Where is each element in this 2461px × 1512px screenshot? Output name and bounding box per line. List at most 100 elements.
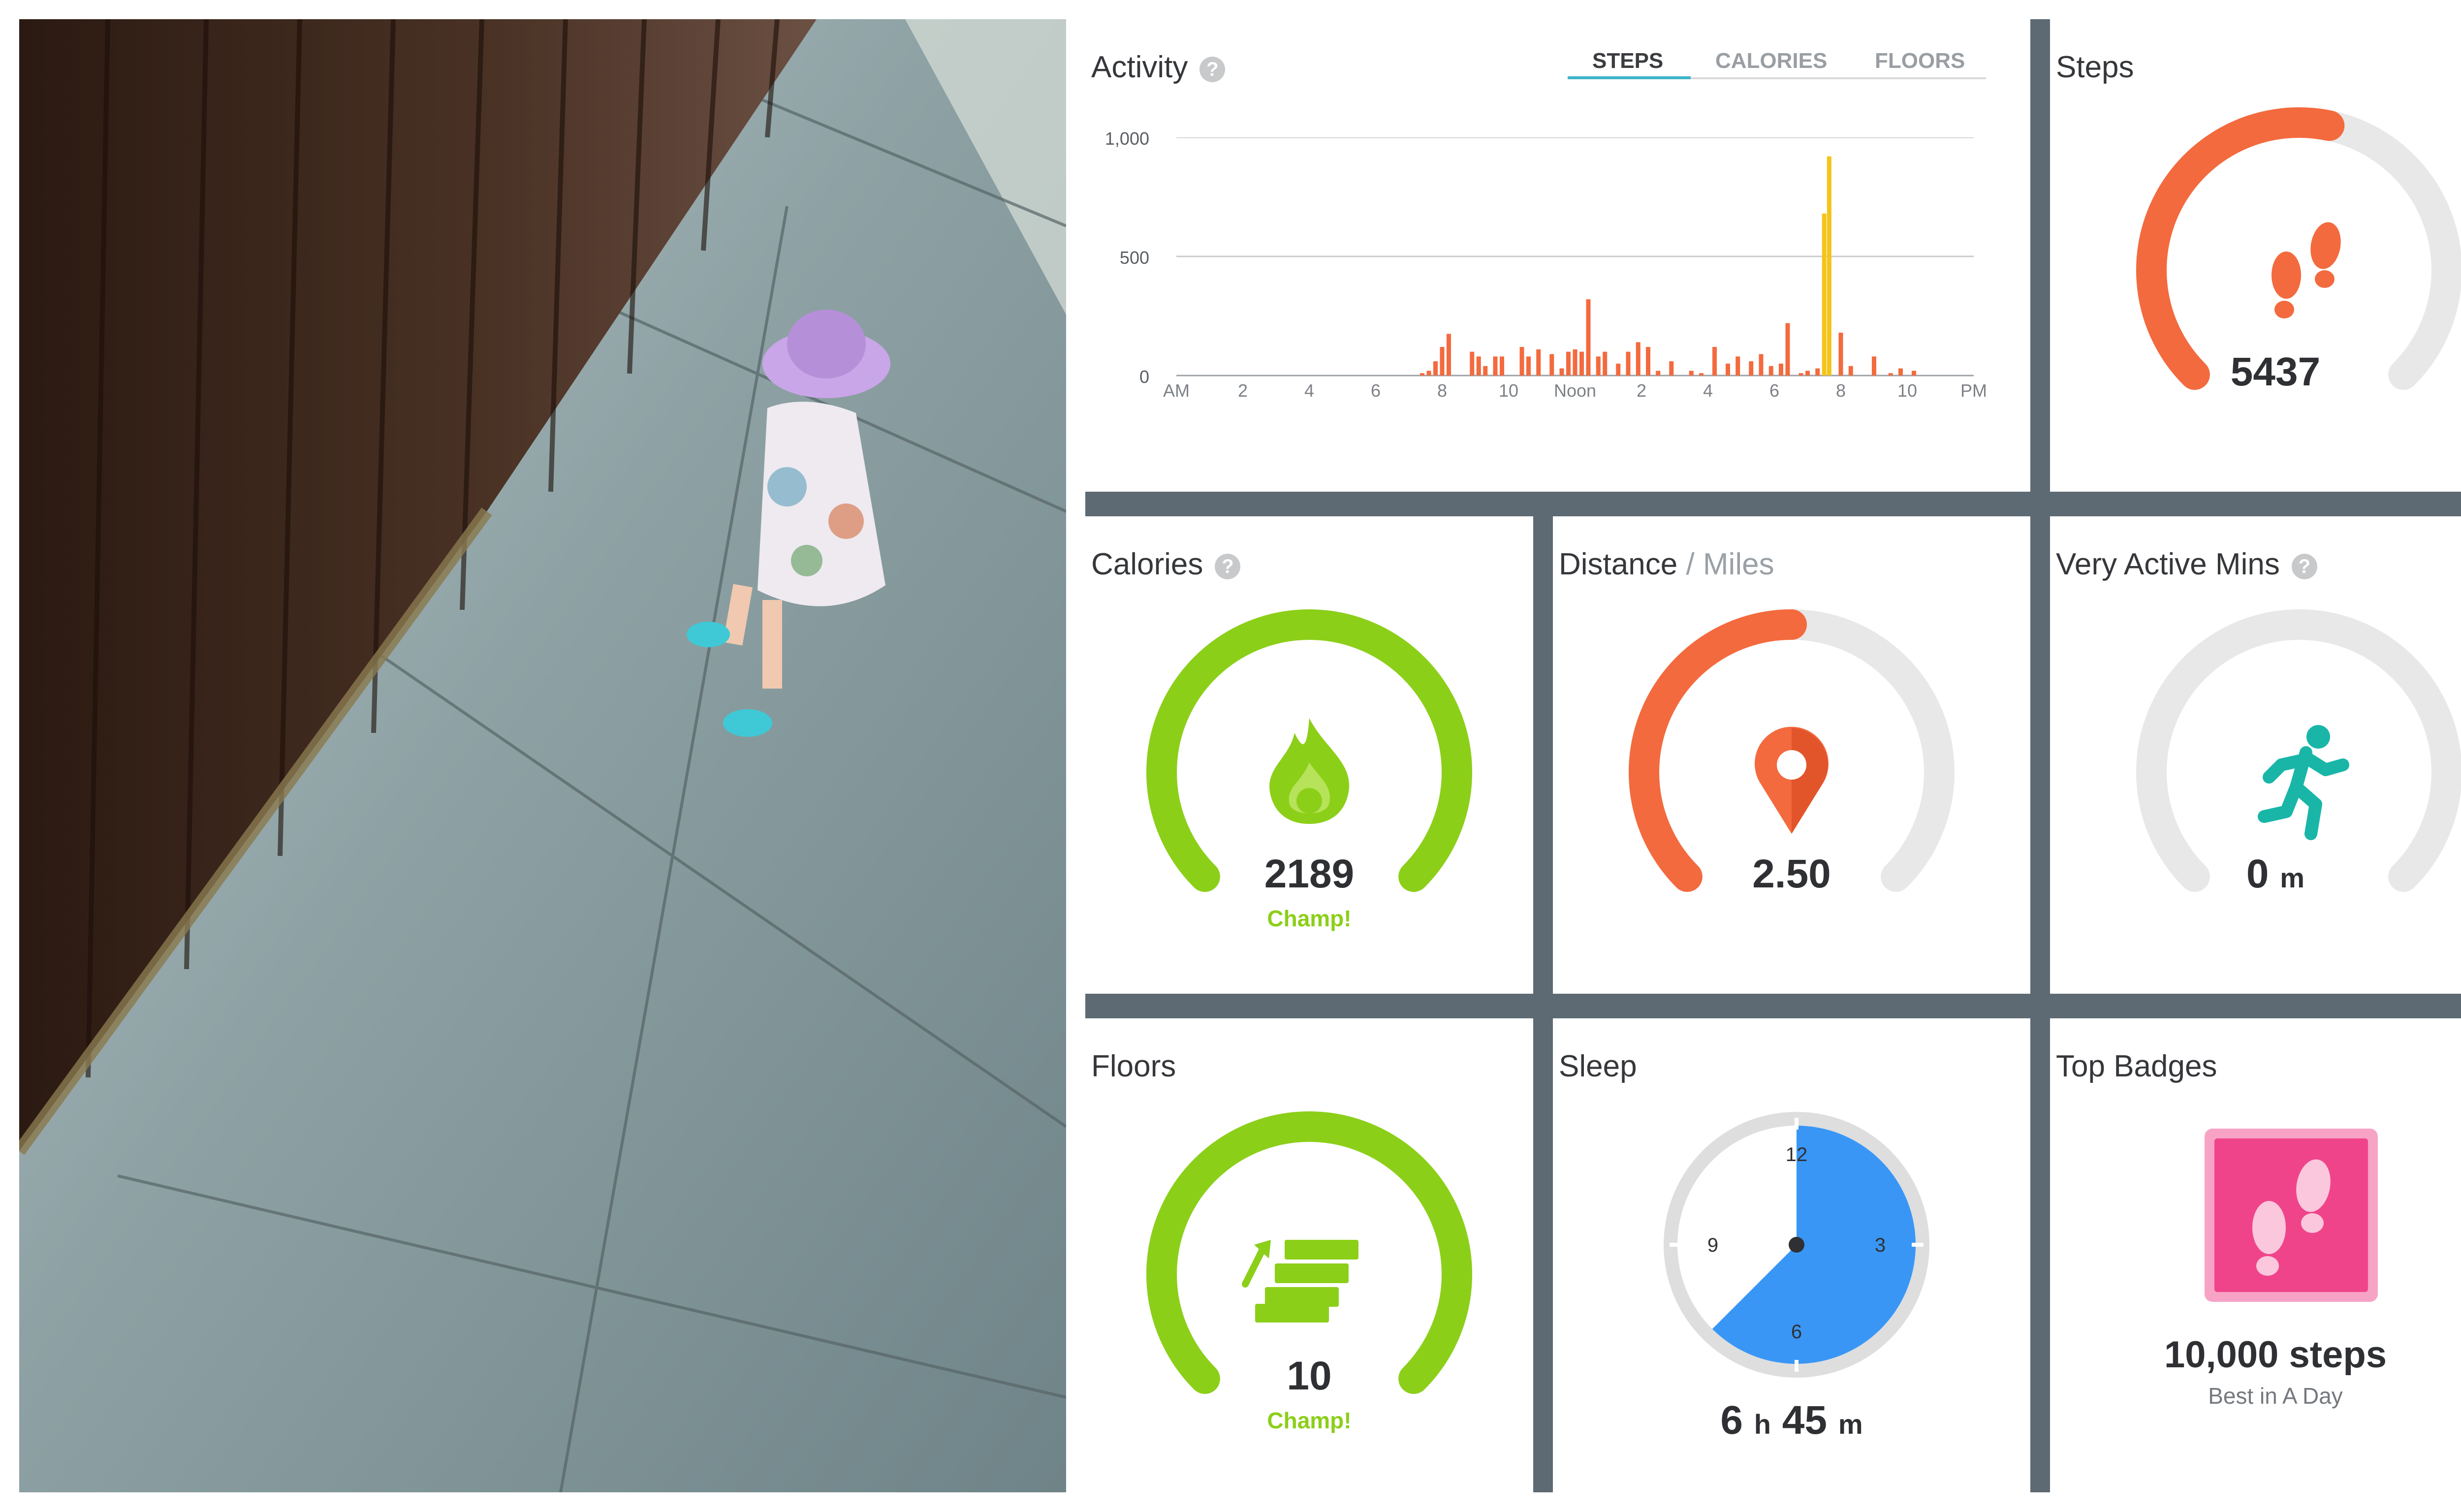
x-tick-label: 6 bbox=[1769, 380, 1780, 401]
activity-bar bbox=[1898, 368, 1903, 376]
activity-bar bbox=[1476, 356, 1481, 376]
y-tick-0: 0 bbox=[1139, 367, 1149, 387]
sleep-clock: 12 3 6 9 bbox=[1664, 1112, 1929, 1378]
x-tick-label: 2 bbox=[1237, 380, 1248, 401]
calories-tile[interactable]: Calories? 2189 Champ! bbox=[1085, 516, 1533, 994]
distance-title-text: Distance bbox=[1559, 547, 1678, 581]
x-tick-label: PM bbox=[1960, 380, 1987, 401]
activity-bar bbox=[1712, 346, 1717, 376]
gauge-progress bbox=[1146, 1111, 1472, 1394]
activity-bar bbox=[1759, 354, 1764, 376]
sleep-hours: 6 bbox=[1720, 1398, 1743, 1443]
activity-bar bbox=[1549, 354, 1554, 376]
activity-bar bbox=[1447, 334, 1451, 376]
dial-center bbox=[1789, 1237, 1804, 1253]
very-active-gauge bbox=[2136, 609, 2461, 892]
activity-bar bbox=[1596, 356, 1601, 376]
floors-tile[interactable]: Floors 10 Champ! bbox=[1085, 1018, 1533, 1492]
calories-status: Champ! bbox=[1267, 906, 1352, 931]
activity-bar bbox=[1822, 213, 1827, 376]
activity-bar bbox=[1519, 346, 1524, 376]
sleep-minutes-unit: m bbox=[1838, 1409, 1863, 1440]
very-active-value: 0 m bbox=[2050, 851, 2461, 897]
activity-bar bbox=[1440, 346, 1445, 376]
help-icon[interactable]: ? bbox=[1199, 56, 1226, 82]
very-active-tile[interactable]: Very Active Mins? 0 m bbox=[2050, 516, 2461, 994]
activity-bar bbox=[1603, 351, 1608, 376]
x-tick-label: 10 bbox=[1498, 380, 1519, 401]
floors-value: 10 bbox=[1287, 1354, 1332, 1398]
dial-label-12: 12 bbox=[1786, 1144, 1808, 1166]
activity-bar bbox=[1536, 349, 1541, 376]
sleep-tile[interactable]: Sleep 12 3 6 9 6 h 45 m bbox=[1553, 1018, 2030, 1492]
tab-floors[interactable]: FLOORS bbox=[1875, 49, 1965, 73]
x-tick-label: 6 bbox=[1370, 380, 1381, 401]
activity-bar bbox=[1526, 356, 1531, 376]
activity-chart bbox=[1176, 137, 1974, 377]
steps-title: Steps bbox=[2056, 50, 2134, 84]
x-tick-label: 2 bbox=[1636, 380, 1647, 401]
calories-gauge bbox=[1146, 609, 1472, 892]
badge-name: 10,000 steps bbox=[2164, 1334, 2387, 1376]
badge-footsteps-icon[interactable] bbox=[2203, 1127, 2380, 1304]
activity-bar bbox=[1646, 346, 1650, 376]
photo bbox=[19, 19, 1066, 1492]
activity-bar bbox=[1426, 371, 1431, 376]
activity-bar bbox=[1798, 373, 1803, 376]
y-tick-1000: 1,000 bbox=[1104, 128, 1149, 149]
runner-icon bbox=[2258, 725, 2349, 840]
activity-bar bbox=[1669, 361, 1674, 376]
activity-bar bbox=[1888, 373, 1893, 376]
activity-bar bbox=[1872, 356, 1876, 376]
flame-icon bbox=[1269, 718, 1350, 824]
stairs-icon bbox=[1242, 1240, 1358, 1323]
badges-tile[interactable]: Top Badges 10,000 steps Best in A Day bbox=[2050, 1018, 2461, 1492]
x-axis-ticks: AM 2 4 6 8 10 Noon 2 4 6 8 10 PM bbox=[1085, 19, 2030, 492]
sleep-duration-wedge bbox=[1712, 1126, 1916, 1364]
activity-bar bbox=[1616, 363, 1621, 376]
sleep-hours-unit: h bbox=[1754, 1409, 1771, 1440]
map-pin-icon bbox=[1755, 726, 1829, 834]
activity-bar bbox=[1689, 371, 1694, 376]
dial-label-3: 3 bbox=[1875, 1234, 1886, 1256]
activity-bar bbox=[1656, 371, 1661, 376]
gauge-progress bbox=[1629, 609, 1807, 892]
very-active-title: Very Active Mins? bbox=[2056, 547, 2317, 582]
x-tick-label: 8 bbox=[1437, 380, 1448, 401]
activity-title-text: Activity bbox=[1091, 50, 1188, 84]
badge-caption: Best in A Day bbox=[2208, 1383, 2343, 1409]
help-icon[interactable]: ? bbox=[1215, 553, 1241, 579]
footsteps-icon bbox=[2272, 222, 2341, 318]
y-tick-500: 500 bbox=[1119, 248, 1149, 268]
x-tick-label: 4 bbox=[1703, 380, 1713, 401]
sleep-value: 6 h 45 m bbox=[1553, 1397, 2030, 1444]
badges-title: Top Badges bbox=[2056, 1049, 2217, 1083]
x-tick-label: Noon bbox=[1553, 380, 1597, 401]
distance-title: Distance / Miles bbox=[1559, 547, 1774, 582]
floors-gauge bbox=[1146, 1111, 1472, 1394]
x-tick-label: AM bbox=[1163, 380, 1190, 401]
activity-bar bbox=[1726, 363, 1730, 376]
distance-subtitle: / Miles bbox=[1686, 547, 1774, 581]
gauge-progress bbox=[2136, 107, 2345, 390]
calories-value: 2189 bbox=[1264, 851, 1355, 896]
activity-bar bbox=[1470, 351, 1475, 376]
activity-bar bbox=[1636, 342, 1641, 376]
tab-calories[interactable]: CALORIES bbox=[1715, 49, 1828, 73]
activity-bar bbox=[1586, 299, 1591, 376]
steps-tile[interactable]: Steps 5437 bbox=[2050, 19, 2461, 492]
very-active-title-text: Very Active Mins bbox=[2056, 547, 2280, 581]
distance-tile[interactable]: Distance / Miles 2.50 bbox=[1553, 516, 2030, 994]
activity-bar bbox=[1912, 371, 1916, 376]
very-active-number: 0 bbox=[2246, 851, 2269, 896]
activity-title: Activity? bbox=[1091, 50, 1226, 85]
gauge-track bbox=[2136, 609, 2461, 892]
dial-label-6: 6 bbox=[1791, 1321, 1802, 1343]
activity-bar bbox=[1699, 373, 1704, 376]
dashboard: Activity? STEPS CALORIES FLOORS 1,000 50… bbox=[1085, 19, 2461, 1492]
help-icon[interactable]: ? bbox=[2291, 553, 2317, 579]
dial-label-9: 9 bbox=[1707, 1234, 1718, 1256]
activity-bar bbox=[1500, 356, 1504, 376]
tab-steps[interactable]: STEPS bbox=[1592, 49, 1664, 73]
activity-bar bbox=[1779, 363, 1783, 376]
